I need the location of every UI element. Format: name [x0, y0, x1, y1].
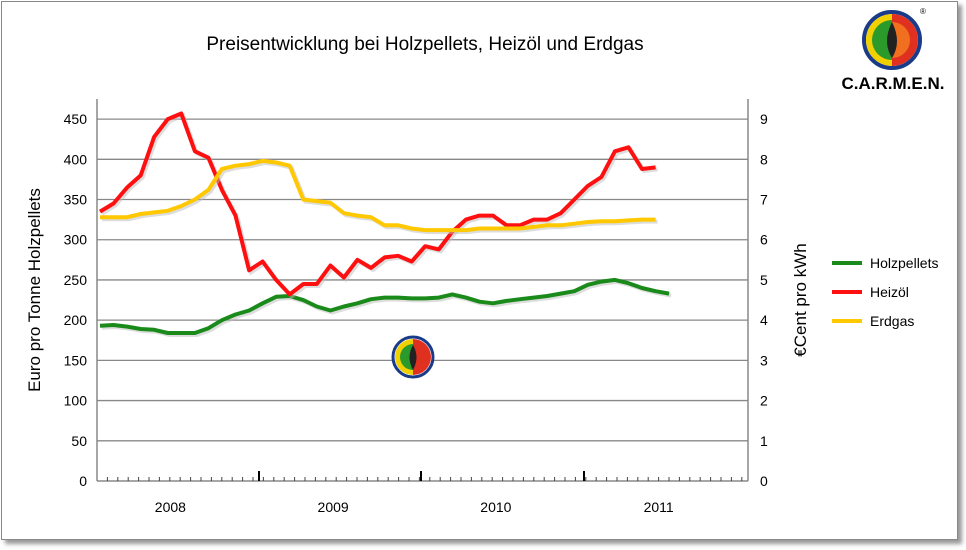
y2-tick-label: 6 [760, 232, 768, 248]
series-line-heizöl [98, 111, 656, 297]
x-tick-label: 2009 [318, 499, 349, 515]
y2-tick-label: 2 [760, 393, 768, 409]
logo-text: C.A.R.M.E.N. [842, 74, 945, 93]
series-line-erdgas [100, 158, 656, 233]
y2-tick-label: 0 [760, 473, 768, 489]
legend-label: Holzpellets [870, 255, 938, 271]
y-tick-label: 450 [64, 111, 88, 127]
y-axis-label: Euro pro Tonne Holzpellets [25, 188, 44, 392]
legend-label: Erdgas [870, 313, 914, 329]
series-line-holzpellets [99, 277, 670, 335]
carmen-logo: ® C.A.R.M.E.N. [842, 7, 945, 93]
x-tick-label: 2010 [480, 499, 511, 515]
x-tick-label: 2011 [644, 499, 674, 515]
y-tick-label: 300 [64, 232, 88, 248]
y2-tick-label: 7 [760, 192, 768, 208]
watermark-logo [391, 335, 435, 379]
y-tick-label: 250 [64, 272, 88, 288]
y-tick-label: 350 [64, 192, 88, 208]
legend-label: Heizöl [870, 284, 909, 300]
chart-frame [1, 1, 958, 540]
y2-tick-label: 4 [760, 312, 768, 328]
y2-tick-label: 8 [760, 151, 768, 167]
y2-tick-label: 3 [760, 352, 768, 368]
chart-title: Preisentwicklung bei Holzpellets, Heizöl… [206, 34, 643, 55]
y-tick-label: 150 [64, 352, 88, 368]
y-tick-label: 0 [79, 473, 87, 489]
y-tick-label: 50 [71, 433, 87, 449]
y-tick-label: 200 [64, 312, 88, 328]
x-tick-label: 2008 [155, 499, 186, 515]
y-tick-label: 400 [64, 151, 88, 167]
svg-text:®: ® [920, 7, 926, 16]
y2-axis-label: €Cent pro kWh [791, 243, 810, 356]
y2-tick-label: 9 [760, 111, 768, 127]
series-shadow [101, 279, 672, 337]
y-tick-label: 100 [64, 393, 88, 409]
y2-tick-label: 1 [760, 433, 768, 449]
y2-tick-label: 5 [760, 272, 768, 288]
